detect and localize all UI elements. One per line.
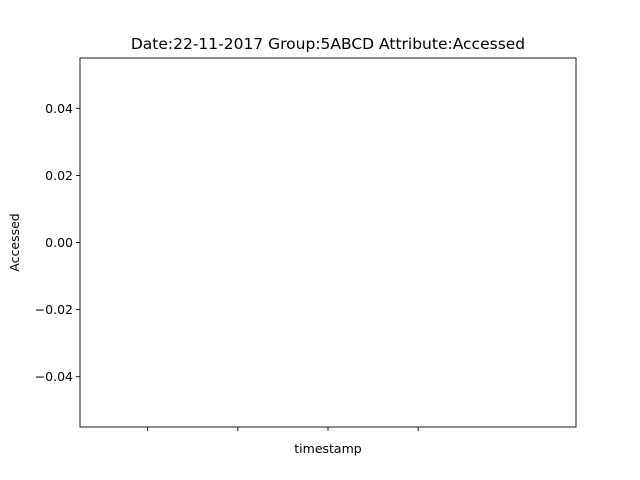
- y-tick-label: 0.00: [45, 235, 73, 250]
- y-axis-label: Accessed: [7, 213, 22, 271]
- x-axis-ticks: [147, 427, 419, 431]
- chart-title: Date:22-11-2017 Group:5ABCD Attribute:Ac…: [131, 35, 525, 53]
- y-tick-label: 0.04: [45, 101, 73, 116]
- y-tick-label: 0.02: [45, 168, 73, 183]
- plot-area-frame: [79, 57, 577, 428]
- x-axis-label: timestamp: [294, 441, 361, 456]
- y-tick-label: −0.04: [35, 369, 73, 384]
- y-axis-ticks: 0.04 0.02 0.00 −0.02 −0.04: [35, 101, 80, 384]
- y-tick-label: −0.02: [35, 302, 73, 317]
